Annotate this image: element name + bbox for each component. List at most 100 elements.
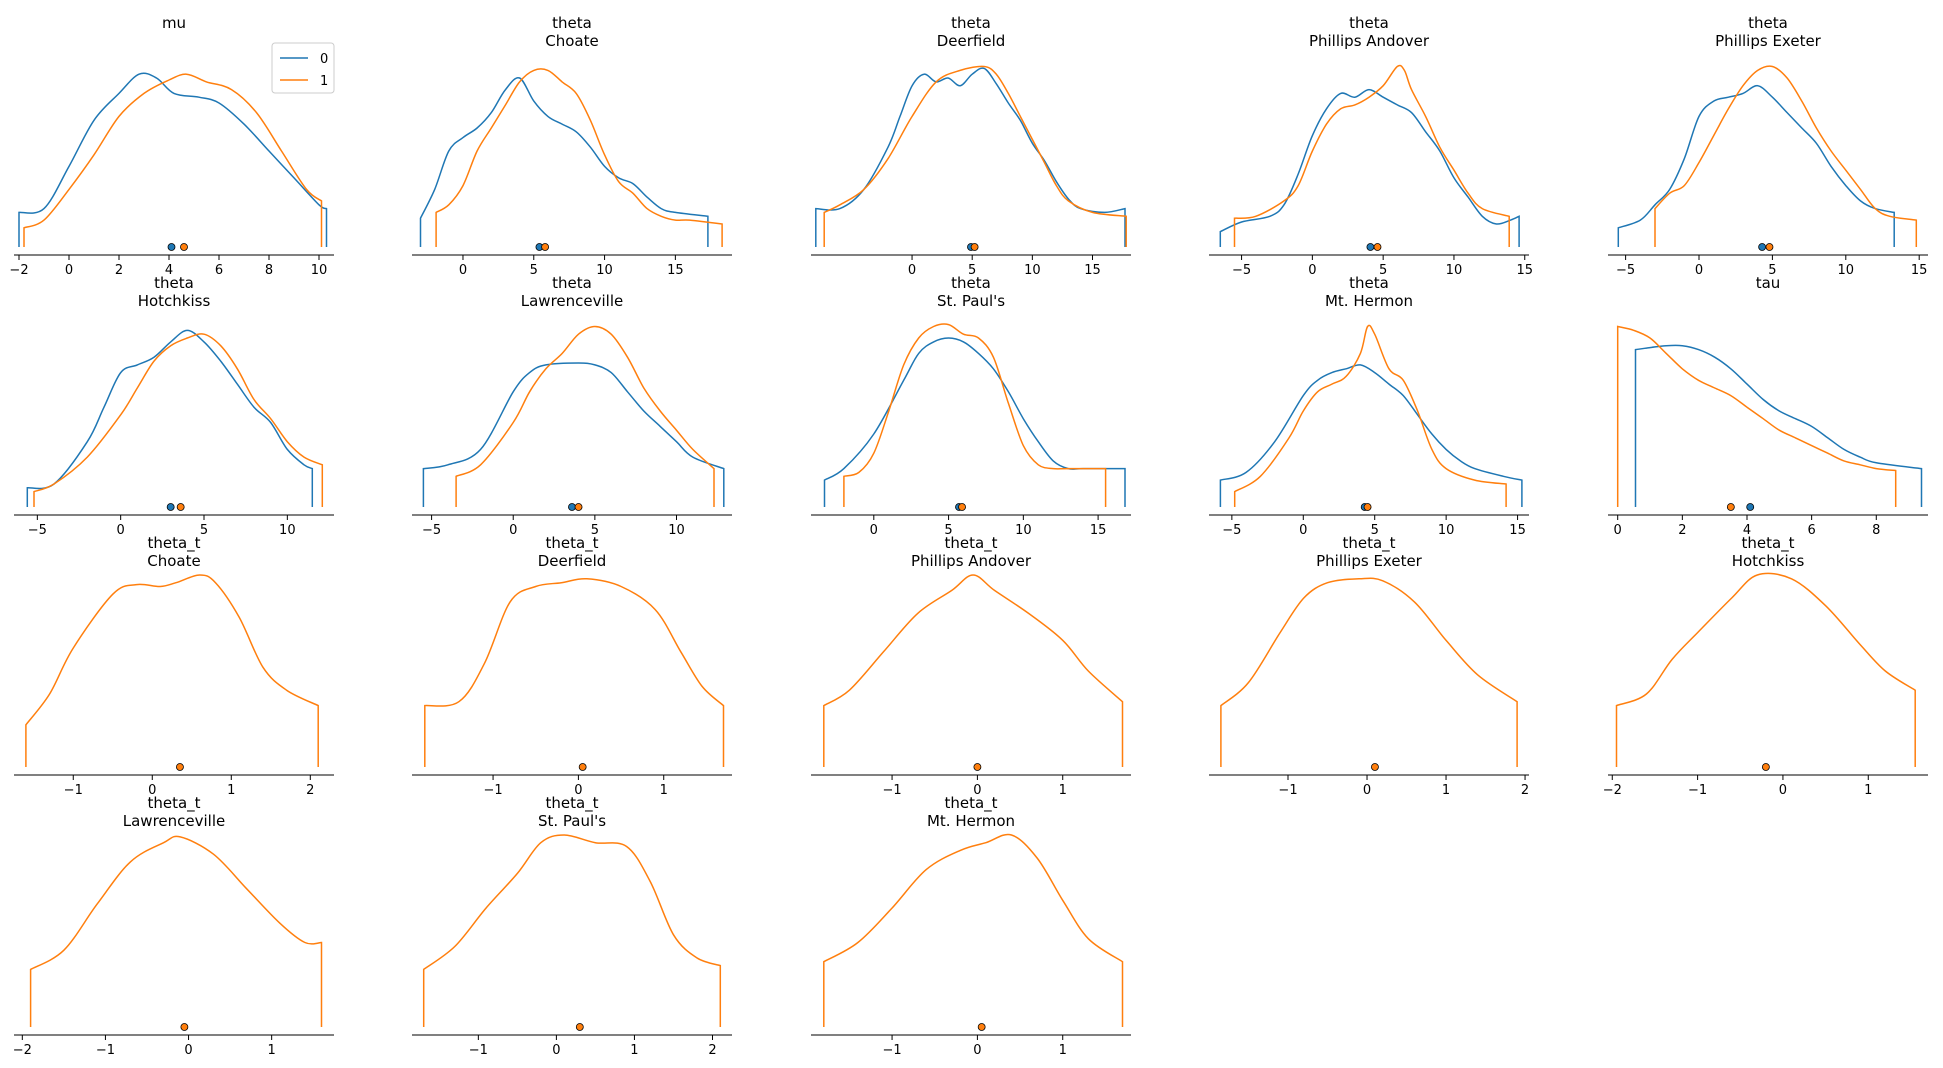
x-tick-label: 1 [1864,783,1872,798]
x-tick-label: 4 [1743,523,1751,538]
mean-marker-chain-1 [180,1023,189,1031]
panel-title-line: Hotchkiss [1732,552,1805,570]
x-tick-label: 10 [668,523,685,538]
x-tick-label: 10 [311,263,328,278]
x-tick-label: −1 [1688,783,1707,798]
panel-title-line: theta_t [1741,534,1794,553]
kde-line-chain-1 [1654,65,1918,247]
panel-title-line: Phillips Andover [911,552,1032,570]
panel-title-line: St. Paul's [937,292,1005,310]
panel-0: mu−2 0 2 4 6 8 10 [9,14,334,278]
x-tick-label: 1 [268,1043,276,1058]
x-tick-label: −5 [422,523,441,538]
x-tick-label: 15 [1090,523,1107,538]
panel-9: tau 0 2 4 6 8 [1608,274,1928,538]
x-tick-label: 1 [630,1043,638,1058]
kde-line-chain-0 [1617,84,1895,247]
x-tick-label: −2 [9,263,28,278]
x-tick-label: 1 [1442,783,1450,798]
panel-title-line: theta_t [1342,534,1395,553]
x-tick-label: 0 [459,263,467,278]
panel-title-line: mu [162,14,186,32]
panel-title-line: theta_t [147,794,200,813]
panel-title-line: Lawrenceville [521,292,623,310]
mean-marker-chain-0 [1758,243,1767,251]
x-tick-label: 5 [1371,523,1379,538]
mean-marker-chain-1 [176,503,185,511]
x-tick-label: 10 [1024,263,1041,278]
x-tick-label: −2 [1603,783,1622,798]
panel-title-line: theta [1748,14,1788,32]
kde-line-chain-1 [33,333,324,507]
x-tick-label: 0 [1614,523,1622,538]
panel-17: theta_tMt. Hermon −1 0 1 [811,794,1131,1058]
panel-title-line: Lawrenceville [123,812,225,830]
mean-marker-chain-0 [1366,243,1375,251]
mean-marker-chain-1 [1761,763,1770,771]
x-tick-label: 15 [1084,263,1101,278]
x-tick-label: 15 [1516,263,1533,278]
kde-line-chain-1 [823,65,1127,247]
kde-line-chain-1 [1220,577,1518,767]
panel-title-line: theta [1349,14,1389,32]
panel-title-line: Choate [545,32,598,50]
x-tick-label: 5 [1379,263,1387,278]
x-tick-label: 5 [591,523,599,538]
x-tick-label: 0 [509,523,517,538]
x-tick-label: −5 [1222,523,1241,538]
kde-line-chain-1 [424,577,725,767]
panel-title-line: Phillips Andover [1309,32,1430,50]
x-tick-label: 0 [973,783,981,798]
x-tick-label: 4 [165,263,173,278]
x-tick-label: −2 [13,1043,32,1058]
legend-label-chain-0: 0 [320,52,328,67]
x-tick-label: 10 [1838,263,1855,278]
kde-line-chain-1 [23,73,323,247]
panel-title-line: theta [154,274,194,292]
mean-marker-chain-1 [1363,503,1372,511]
x-tick-label: 6 [215,263,223,278]
panel-title-line: theta_t [545,794,598,813]
legend-label-chain-1: 1 [320,74,328,89]
panel-title-line: Deerfield [937,32,1006,50]
x-tick-label: 1 [227,783,235,798]
x-tick-label: 5 [530,263,538,278]
mean-marker-chain-0 [166,503,175,511]
x-tick-label: 5 [200,523,208,538]
panel-title-line: tau [1756,274,1781,292]
x-tick-label: 5 [968,263,976,278]
x-tick-label: 0 [117,523,125,538]
mean-marker-chain-1 [1726,503,1735,511]
kde-line-chain-1 [25,574,319,767]
kde-line-chain-0 [422,362,725,507]
x-tick-label: 0 [1695,263,1703,278]
x-tick-label: −1 [882,1043,901,1058]
x-tick-label: 10 [1015,523,1032,538]
x-tick-label: 2 [306,783,314,798]
x-tick-label: 10 [596,263,613,278]
kde-line-chain-1 [1233,324,1507,507]
legend: 0 1 [271,42,335,94]
x-tick-label: 1 [1059,1043,1067,1058]
x-tick-label: 0 [1363,783,1371,798]
panel-title-line: Hotchkiss [138,292,211,310]
mean-marker-chain-1 [575,1023,584,1031]
panel-title-line: Phillips Exeter [1715,32,1822,50]
panel-title-line: theta [951,14,991,32]
kde-line-chain-0 [18,72,328,247]
x-tick-label: 0 [1308,263,1316,278]
panel-title-line: theta [552,14,592,32]
panel-title-line: St. Paul's [538,812,606,830]
mean-marker-chain-0 [568,503,576,511]
mean-marker-chain-1 [1765,243,1774,251]
mean-marker-chain-1 [1371,763,1379,771]
x-tick-label: 5 [944,523,952,538]
mean-marker-chain-1 [180,243,188,251]
mean-marker-chain-1 [578,763,587,771]
